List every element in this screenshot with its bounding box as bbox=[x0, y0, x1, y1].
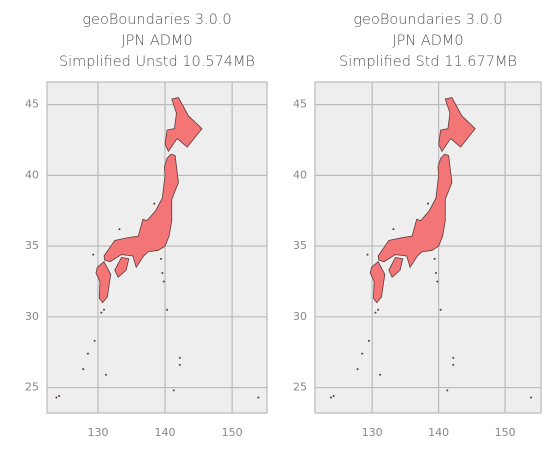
island bbox=[374, 311, 377, 314]
y-tick-label: 25 bbox=[293, 381, 307, 394]
island bbox=[379, 373, 382, 376]
island bbox=[356, 368, 359, 371]
land bbox=[388, 256, 404, 278]
island bbox=[105, 373, 108, 376]
land bbox=[377, 153, 453, 269]
island bbox=[257, 396, 260, 399]
y-tick-label: 25 bbox=[25, 381, 39, 394]
island bbox=[434, 271, 437, 274]
land bbox=[103, 153, 179, 269]
y-tick-label: 40 bbox=[25, 168, 39, 181]
island bbox=[100, 311, 103, 314]
x-tick-label: 140 bbox=[428, 426, 449, 439]
island bbox=[160, 257, 163, 260]
land bbox=[369, 261, 386, 304]
chart-title: geoBoundaries 3.0.0 JPN ADM0 Simplified … bbox=[339, 12, 517, 70]
island bbox=[161, 271, 164, 274]
chart-title: geoBoundaries 3.0.0 JPN ADM0 Simplified … bbox=[58, 12, 256, 70]
island bbox=[366, 253, 369, 256]
y-tick-label: 35 bbox=[25, 239, 39, 252]
x-tick-label: 150 bbox=[222, 426, 243, 439]
island bbox=[92, 253, 95, 256]
island bbox=[433, 257, 436, 260]
island bbox=[103, 308, 106, 311]
land bbox=[164, 97, 203, 153]
island bbox=[392, 228, 395, 231]
island bbox=[439, 308, 442, 311]
island bbox=[452, 356, 455, 359]
island bbox=[82, 368, 85, 371]
island bbox=[58, 395, 61, 398]
island bbox=[452, 363, 455, 366]
land bbox=[95, 261, 112, 304]
island bbox=[162, 280, 165, 283]
island bbox=[530, 396, 533, 399]
land bbox=[438, 97, 476, 153]
island bbox=[427, 202, 429, 205]
island bbox=[166, 308, 169, 311]
island bbox=[93, 339, 96, 342]
x-tick-label: 130 bbox=[362, 426, 383, 439]
island bbox=[172, 389, 175, 392]
island bbox=[446, 389, 449, 392]
y-tick-label: 30 bbox=[25, 310, 39, 323]
y-tick-label: 40 bbox=[293, 168, 307, 181]
island bbox=[153, 202, 156, 205]
x-tick-label: 140 bbox=[155, 426, 176, 439]
island bbox=[178, 356, 181, 359]
y-tick-label: 45 bbox=[25, 98, 39, 111]
x-tick-label: 150 bbox=[495, 426, 516, 439]
island bbox=[86, 352, 89, 355]
island bbox=[367, 339, 370, 342]
island bbox=[361, 352, 364, 355]
y-tick-label: 35 bbox=[293, 239, 307, 252]
island bbox=[55, 396, 58, 399]
land bbox=[114, 256, 130, 278]
island bbox=[329, 396, 332, 399]
island bbox=[332, 395, 335, 398]
island bbox=[118, 228, 121, 231]
island bbox=[436, 280, 439, 283]
island bbox=[377, 308, 380, 311]
x-tick-label: 130 bbox=[87, 426, 108, 439]
island bbox=[178, 363, 181, 366]
y-tick-label: 45 bbox=[293, 98, 307, 111]
y-tick-label: 30 bbox=[293, 310, 307, 323]
